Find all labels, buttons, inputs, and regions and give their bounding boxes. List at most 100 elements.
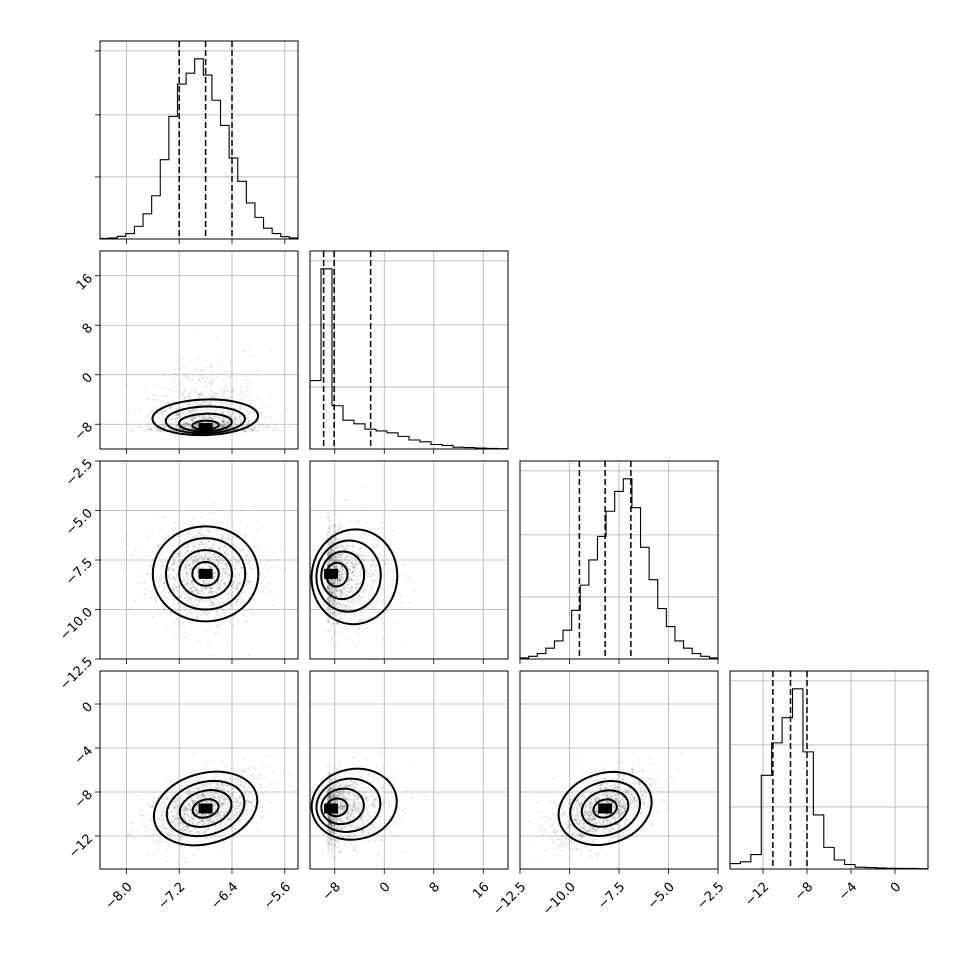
sample-point [215, 624, 218, 628]
sample-point [217, 600, 220, 603]
sample-point [151, 557, 155, 560]
sample-point [233, 389, 236, 392]
sample-point [214, 616, 217, 619]
sample-point [240, 548, 243, 551]
sample-point [222, 577, 226, 581]
sample-point [200, 376, 203, 379]
sample-point [231, 593, 234, 596]
sample-point [223, 420, 226, 423]
sample-point [175, 424, 178, 427]
sample-point [337, 516, 340, 519]
sample-point [250, 403, 253, 406]
sample-point [178, 427, 181, 430]
sample-point [146, 593, 149, 596]
sample-point [155, 430, 158, 433]
sample-point [189, 416, 192, 419]
sample-point [329, 501, 332, 504]
sample-point [356, 600, 359, 603]
sample-point [209, 416, 212, 419]
sample-point [154, 394, 157, 397]
sample-point [260, 582, 263, 585]
sample-point [242, 599, 245, 602]
sample-point [227, 404, 230, 407]
sample-point [185, 559, 188, 563]
sample-point [336, 555, 340, 558]
sample-point [359, 552, 363, 556]
sample-point [340, 617, 343, 620]
sample-point [224, 766, 227, 769]
sample-point [226, 553, 229, 556]
sample-point [344, 604, 348, 607]
sample-point [269, 565, 272, 569]
sample-point [207, 414, 210, 417]
sample-point [202, 368, 205, 372]
sample-point [222, 424, 225, 427]
sample-point [212, 396, 215, 399]
sample-point [175, 423, 178, 426]
sample-point [247, 399, 250, 402]
sample-point [183, 578, 186, 582]
sample-point [202, 564, 205, 568]
sample-point [192, 601, 195, 604]
sample-point [239, 420, 242, 423]
sample-point [385, 587, 388, 590]
sample-point [198, 529, 201, 532]
sample-point [212, 418, 215, 421]
sample-point [374, 574, 377, 578]
sample-point [228, 390, 231, 393]
sample-point [378, 554, 381, 557]
sample-point [243, 407, 246, 410]
sample-point [353, 603, 356, 606]
sample-point [167, 401, 170, 404]
sample-point [234, 417, 237, 420]
sample-point [374, 607, 377, 610]
sample-point [195, 423, 199, 426]
sample-point [215, 407, 218, 410]
sample-point [157, 584, 160, 587]
sample-point [229, 426, 232, 429]
sample-point [192, 379, 195, 382]
sample-point [184, 425, 187, 428]
sample-point [227, 411, 230, 414]
sample-point [190, 587, 193, 590]
sample-point [330, 592, 333, 595]
sample-point [231, 584, 234, 587]
sample-point [218, 529, 222, 532]
sample-point [144, 430, 147, 433]
sample-point [365, 576, 368, 579]
sample-point [212, 422, 215, 426]
sample-point [181, 412, 185, 415]
sample-point [329, 540, 332, 543]
sample-point [232, 543, 235, 546]
sample-point [242, 350, 245, 353]
sample-point [239, 385, 242, 388]
sample-point [255, 396, 259, 399]
sample-point [159, 581, 162, 584]
sample-point [174, 418, 177, 421]
sample-point [185, 421, 188, 424]
sample-point [200, 586, 203, 589]
sample-point [148, 813, 151, 816]
sample-point [191, 560, 194, 563]
sample-point [153, 597, 157, 600]
sample-point [155, 398, 158, 401]
sample-point [200, 590, 203, 593]
sample-point [244, 591, 247, 594]
sample-point [338, 579, 341, 582]
sample-point [188, 597, 192, 600]
sample-point [192, 558, 195, 561]
sample-point [212, 511, 215, 515]
sample-point [182, 366, 185, 369]
sample-point [343, 535, 346, 538]
sample-point [175, 425, 178, 428]
sample-point [201, 416, 204, 419]
sample-point [172, 575, 175, 578]
sample-point [175, 407, 178, 410]
sample-point [209, 390, 212, 393]
sample-point [209, 759, 212, 762]
sample-point [264, 575, 267, 578]
sample-point [197, 848, 200, 851]
sample-point [229, 375, 232, 378]
sample-point [253, 545, 257, 548]
sample-point [152, 517, 156, 520]
